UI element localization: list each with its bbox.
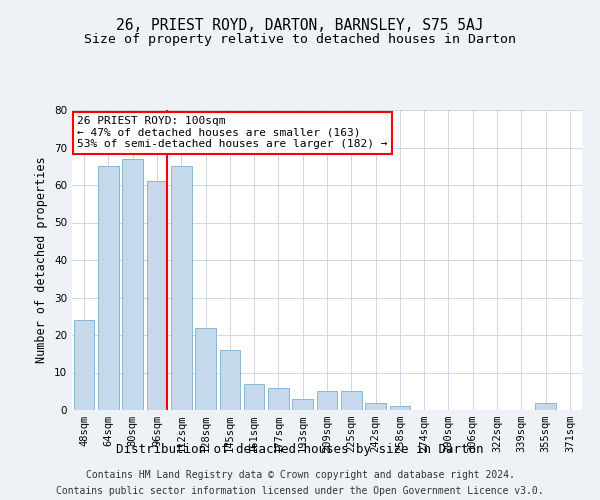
Text: Distribution of detached houses by size in Darton: Distribution of detached houses by size … <box>116 442 484 456</box>
Bar <box>317 391 337 410</box>
Text: Contains HM Land Registry data © Crown copyright and database right 2024.: Contains HM Land Registry data © Crown c… <box>86 470 514 480</box>
Bar <box>244 384 265 410</box>
Bar <box>74 320 94 410</box>
Bar <box>146 181 167 410</box>
Bar <box>365 402 386 410</box>
Bar <box>122 159 143 410</box>
Bar <box>195 328 216 410</box>
Text: Contains public sector information licensed under the Open Government Licence v3: Contains public sector information licen… <box>56 486 544 496</box>
Bar <box>292 399 313 410</box>
Y-axis label: Number of detached properties: Number of detached properties <box>35 156 49 364</box>
Text: 26 PRIEST ROYD: 100sqm
← 47% of detached houses are smaller (163)
53% of semi-de: 26 PRIEST ROYD: 100sqm ← 47% of detached… <box>77 116 388 149</box>
Text: 26, PRIEST ROYD, DARTON, BARNSLEY, S75 5AJ: 26, PRIEST ROYD, DARTON, BARNSLEY, S75 5… <box>116 18 484 32</box>
Bar <box>171 166 191 410</box>
Bar <box>220 350 240 410</box>
Bar <box>268 388 289 410</box>
Bar <box>341 391 362 410</box>
Bar <box>98 166 119 410</box>
Bar <box>389 406 410 410</box>
Text: Size of property relative to detached houses in Darton: Size of property relative to detached ho… <box>84 32 516 46</box>
Bar <box>535 402 556 410</box>
